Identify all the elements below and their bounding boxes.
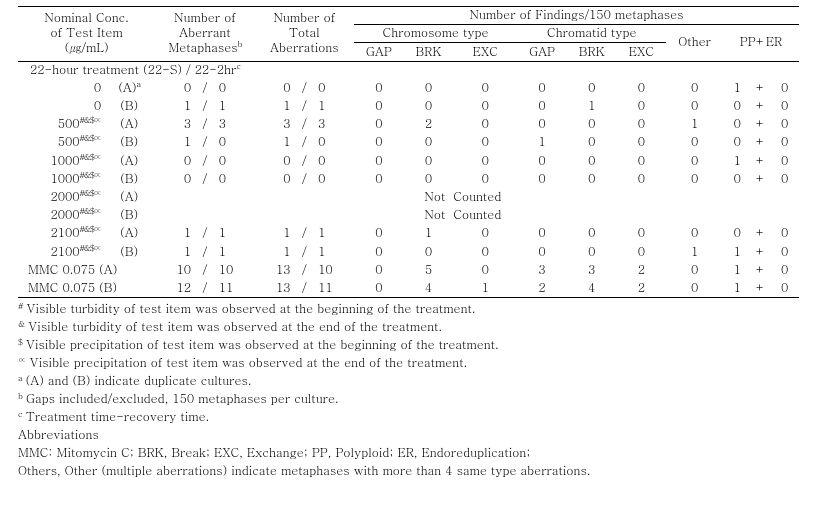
sup-c: c [236,61,240,72]
conc-cell: 500#&$∝ [18,116,103,134]
rep-cell: (B) [103,207,155,225]
hdr-chrom-type: Chromosome type [354,25,517,43]
hdr-nam-l3: Metaphases [168,39,237,56]
table-row: 2100#&$∝(B)1/11/100000011+0 [18,243,799,261]
note-3: Visible precipitation of test item was o… [22,336,499,353]
note-abbr-2: Others, Other (multiple aberrations) ind… [18,462,799,480]
note-2: Visible turbidity of test item was obser… [24,318,442,335]
conc-cell: 1000#&$∝ [18,152,103,170]
treatment-cell: 22-hour treatment (22-S) / 22-2hrc [18,61,799,79]
table-row: 500#&$∝(A)3/33/302000010+0 [18,116,799,134]
table-row: 0(A)a0/00/000000001+0 [18,79,799,97]
aberration-table: Nominal Conc. of Test Item (㎍/mL) Number… [18,6,799,298]
conc-cell: MMC 0.075 (A) [18,261,155,279]
conc-cell: 0 [18,97,103,115]
hdr-exc1: EXC [453,43,517,61]
hdr-pper: PP+ER [723,25,799,61]
note-1: Visible turbidity of test item was obser… [22,300,475,317]
hdr-nta-l3: Aberrations [270,39,339,56]
data-body: 0(A)a0/00/000000001+00(B)1/11/100001000+… [18,79,799,297]
table-row: 0(B)1/11/100001000+0 [18,97,799,115]
hdr-gap1: GAP [354,43,404,61]
conc-cell: 500#&$∝ [18,134,103,152]
rep-cell: (B) [103,97,155,115]
footnotes: # Visible turbidity of test item was obs… [18,300,799,480]
table-row: 500#&$∝(B)1/01/000010000+0 [18,134,799,152]
note-7: Treatment time-recovery time. [22,408,210,425]
table-row: 1000#&$∝(B)0/00/000000000+0 [18,170,799,188]
hdr-brk2: BRK [567,43,617,61]
hdr-nta: Number of Total Aberrations [255,7,354,62]
hdr-exc2: EXC [617,43,667,61]
header-row-1: Nominal Conc. of Test Item (㎍/mL) Number… [18,7,799,25]
conc-cell: 2100#&$∝ [18,243,103,261]
table-row: 2100#&$∝(A)1/11/101000000+0 [18,225,799,243]
rep-cell: (B) [103,170,155,188]
conc-cell: 2100#&$∝ [18,225,103,243]
conc-cell: 2000#&$∝ [18,188,103,206]
notcounted-2: Counted [453,188,517,206]
table-row: 2000#&$∝(A) NotCounted [18,188,799,206]
rep-cell: (B) [103,134,155,152]
treatment-label: 22-hour treatment (22-S) / 22-2hr [30,61,236,78]
hdr-findings: Number of Findings/150 metaphases [354,7,799,25]
notcounted-2: Counted [453,207,517,225]
hdr-chromatid-type: Chromatid type [517,25,666,43]
table-row: MMC 0.075 (B)12/1113/1104124201+0 [18,279,799,297]
hdr-nam: Number of Aberrant Metaphasesb [155,7,254,62]
hdr-gap2: GAP [517,43,567,61]
conc-cell: MMC 0.075 (B) [18,279,155,297]
rep-cell: (A)a [103,79,155,97]
hdr-other: Other [666,25,723,61]
conc-cell: 2000#&$∝ [18,207,103,225]
rep-cell: (A) [103,116,155,134]
notcounted-1: Not [404,207,454,225]
treatment-row: 22-hour treatment (22-S) / 22-2hrc [18,61,799,79]
hdr-nominal-l3: (㎍/mL) [65,39,109,56]
notcounted-1: Not [404,188,454,206]
note-4: Visible precipitation of test item was o… [26,354,468,371]
hdr-brk1: BRK [404,43,454,61]
note-abbr-title: Abbreviations [18,426,799,444]
sup-b: b [238,38,242,50]
rep-cell: (A) [103,188,155,206]
rep-cell: (B) [103,243,155,261]
note-sym-4: ∝ [18,354,26,366]
rep-cell: (A) [103,225,155,243]
table-row: 1000#&$∝(A)0/00/000000001+0 [18,152,799,170]
note-6: Gaps included/excluded, 150 metaphases p… [22,390,339,407]
rep-cell: (A) [103,152,155,170]
hdr-nominal: Nominal Conc. of Test Item (㎍/mL) [18,7,155,62]
conc-cell: 1000#&$∝ [18,170,103,188]
conc-cell: 0 [18,79,103,97]
table-row: 2000#&$∝(B) NotCounted [18,207,799,225]
note-5: (A) and (B) indicate duplicate cultures. [22,372,252,389]
table-row: MMC 0.075 (A)10/1013/1005033201+0 [18,261,799,279]
note-abbr-1: MMC: Mitomycin C; BRK, Break; EXC, Excha… [18,444,799,462]
